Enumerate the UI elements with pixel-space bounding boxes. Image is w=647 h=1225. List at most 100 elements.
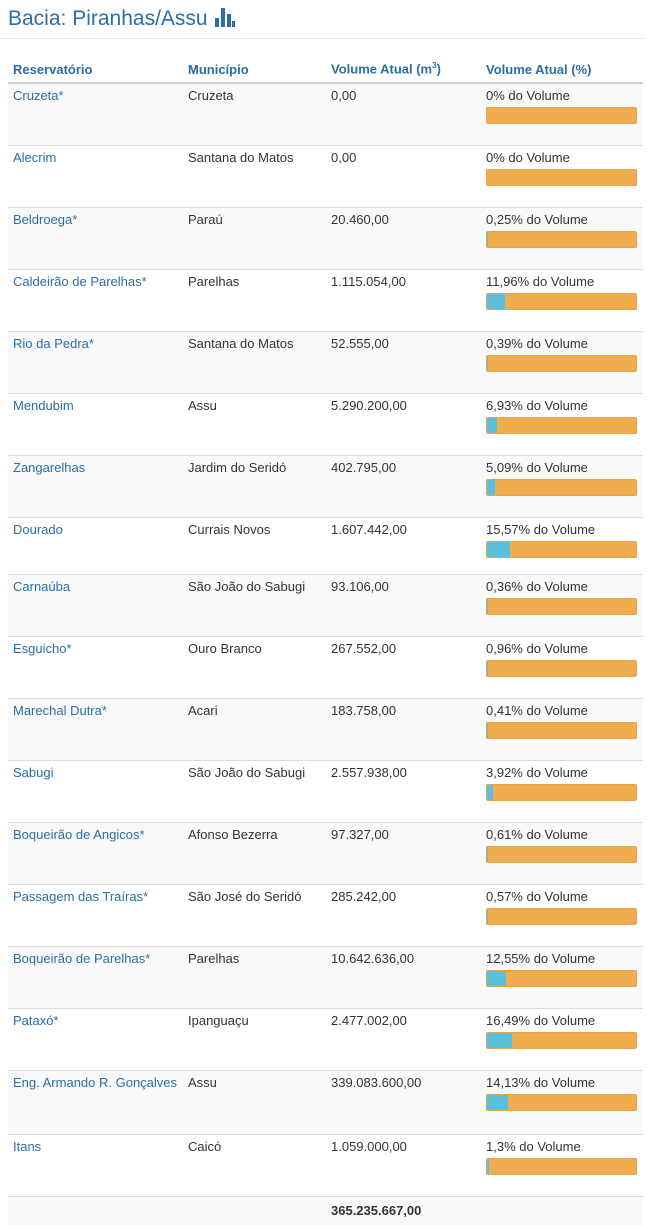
reservoir-link[interactable]: Mendubim xyxy=(8,393,183,455)
volume-percent-cell: 14,13% do Volume xyxy=(481,1070,643,1134)
reservoir-link[interactable]: Sabugi xyxy=(8,760,183,822)
volume-percent-text: 0% do Volume xyxy=(486,150,638,165)
volume-progress-bar xyxy=(486,970,637,987)
municipality-cell: São José do Seridó xyxy=(183,884,326,946)
reservoir-table: Reservatório Município Volume Atual (m3)… xyxy=(8,56,643,1225)
volume-percent-text: 0,96% do Volume xyxy=(486,641,638,656)
column-header-municipio[interactable]: Município xyxy=(183,56,326,83)
page-title: Bacia: Piranhas/Assu xyxy=(8,7,235,33)
reservoir-link[interactable]: Eng. Armando R. Gonçalves xyxy=(8,1070,183,1134)
total-empty-cell xyxy=(183,1196,326,1225)
volume-percent-cell: 0% do Volume xyxy=(481,83,643,145)
total-empty-cell xyxy=(481,1196,643,1225)
volume-progress-fill xyxy=(487,1159,489,1174)
volume-progress-fill xyxy=(487,356,488,371)
volume-progress-fill xyxy=(487,909,488,924)
volume-cell: 339.083.600,00 xyxy=(326,1070,481,1134)
volume-cell: 1.059.000,00 xyxy=(326,1134,481,1196)
total-empty-cell xyxy=(8,1196,183,1225)
municipality-cell: Santana do Matos xyxy=(183,331,326,393)
volume-progress-bar xyxy=(486,1094,637,1111)
volume-cell: 267.552,00 xyxy=(326,636,481,698)
volume-progress-fill xyxy=(487,971,506,986)
volume-progress-bar xyxy=(486,598,637,615)
reservoir-link[interactable]: Cruzeta* xyxy=(8,83,183,145)
volume-cell: 10.642.636,00 xyxy=(326,946,481,1008)
reservoir-link[interactable]: Rio da Pedra* xyxy=(8,331,183,393)
volume-percent-cell: 0,41% do Volume xyxy=(481,698,643,760)
municipality-cell: Acari xyxy=(183,698,326,760)
reservoir-link[interactable]: Alecrim xyxy=(8,145,183,207)
column-header-reservatorio[interactable]: Reservatório xyxy=(8,56,183,83)
volume-percent-cell: 16,49% do Volume xyxy=(481,1008,643,1070)
volume-progress-bar xyxy=(486,417,637,434)
column-header-volume-m3[interactable]: Volume Atual (m3) xyxy=(326,56,481,83)
column-header-volume-pct[interactable]: Volume Atual (%) xyxy=(481,56,643,83)
volume-cell: 285.242,00 xyxy=(326,884,481,946)
volume-percent-cell: 3,92% do Volume xyxy=(481,760,643,822)
volume-percent-text: 0,61% do Volume xyxy=(486,827,638,842)
volume-percent-text: 12,55% do Volume xyxy=(486,951,638,966)
volume-cell: 0,00 xyxy=(326,145,481,207)
reservoir-link[interactable]: Esguicho* xyxy=(8,636,183,698)
volume-progress-fill xyxy=(487,661,488,676)
reservoir-link[interactable]: Zangarelhas xyxy=(8,455,183,517)
reservoir-link[interactable]: Itans xyxy=(8,1134,183,1196)
volume-percent-text: 0,57% do Volume xyxy=(486,889,638,904)
volume-percent-text: 15,57% do Volume xyxy=(486,522,638,537)
volume-percent-cell: 5,09% do Volume xyxy=(481,455,643,517)
volume-cell: 52.555,00 xyxy=(326,331,481,393)
volume-percent-text: 0,25% do Volume xyxy=(486,212,638,227)
municipality-cell: Ouro Branco xyxy=(183,636,326,698)
volume-cell: 97.327,00 xyxy=(326,822,481,884)
volume-percent-cell: 0,25% do Volume xyxy=(481,207,643,269)
page-header: Bacia: Piranhas/Assu xyxy=(0,0,643,39)
reservoir-link[interactable]: Boqueirão de Angicos* xyxy=(8,822,183,884)
volume-progress-bar xyxy=(486,1032,637,1049)
volume-progress-fill xyxy=(487,1095,508,1110)
volume-progress-bar xyxy=(486,541,637,558)
volume-progress-bar xyxy=(486,169,637,186)
reservoir-link[interactable]: Carnaúba xyxy=(8,574,183,636)
reservoir-link[interactable]: Pataxó* xyxy=(8,1008,183,1070)
volume-percent-cell: 0,36% do Volume xyxy=(481,574,643,636)
volume-progress-fill xyxy=(487,294,505,309)
volume-progress-bar xyxy=(486,908,637,925)
reservoir-link[interactable]: Passagem das Traíras* xyxy=(8,884,183,946)
reservoir-link[interactable]: Boqueirão de Parelhas* xyxy=(8,946,183,1008)
reservoir-link[interactable]: Beldroega* xyxy=(8,207,183,269)
volume-percent-text: 0,41% do Volume xyxy=(486,703,638,718)
municipality-cell: Currais Novos xyxy=(183,517,326,574)
reservoir-link[interactable]: Marechal Dutra* xyxy=(8,698,183,760)
volume-percent-cell: 0,61% do Volume xyxy=(481,822,643,884)
column-header-volume-m3-label: Volume Atual (m xyxy=(331,62,432,77)
volume-progress-fill xyxy=(487,723,488,738)
reservoir-link[interactable]: Caldeirão de Parelhas* xyxy=(8,269,183,331)
volume-cell: 402.795,00 xyxy=(326,455,481,517)
municipality-cell: São João do Sabugi xyxy=(183,760,326,822)
volume-progress-bar xyxy=(486,355,637,372)
municipality-cell: Jardim do Seridó xyxy=(183,455,326,517)
municipality-cell: São João do Sabugi xyxy=(183,574,326,636)
reservoir-link[interactable]: Dourado xyxy=(8,517,183,574)
volume-cell: 0,00 xyxy=(326,83,481,145)
table-header-row: Reservatório Município Volume Atual (m3)… xyxy=(8,56,643,83)
volume-percent-text: 0,36% do Volume xyxy=(486,579,638,594)
table-total-row: 365.235.667,00 xyxy=(8,1196,643,1225)
column-header-volume-m3-close: ) xyxy=(437,62,441,77)
volume-cell: 20.460,00 xyxy=(326,207,481,269)
municipality-cell: Assu xyxy=(183,1070,326,1134)
volume-cell: 1.115.054,00 xyxy=(326,269,481,331)
volume-progress-bar xyxy=(486,293,637,310)
page-title-text: Bacia: Piranhas/Assu xyxy=(8,7,208,30)
municipality-cell: Paraú xyxy=(183,207,326,269)
